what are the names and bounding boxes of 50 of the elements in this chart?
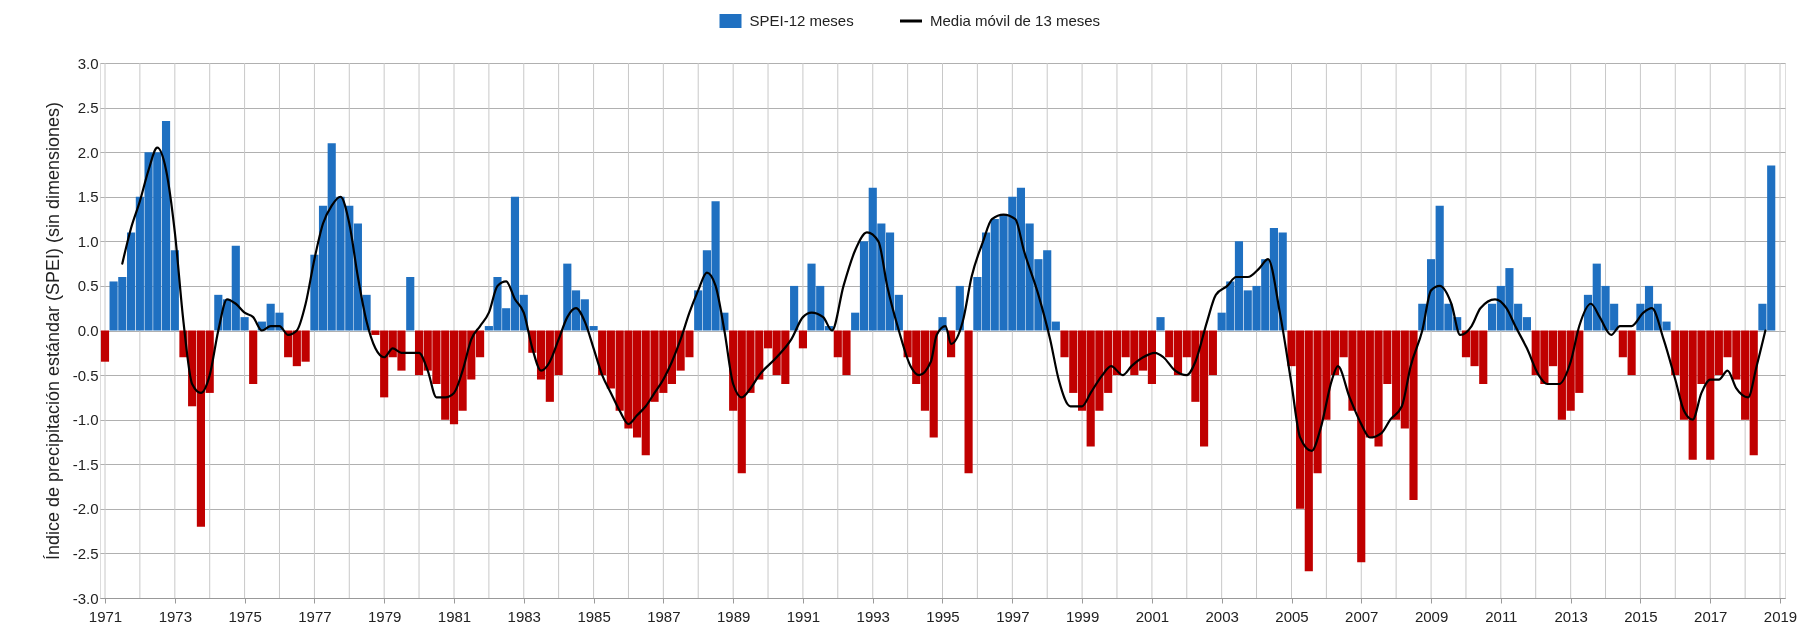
y-tick-label: 2.0: [77, 143, 99, 161]
y-tick-label: -3.0: [72, 589, 99, 607]
x-tick-label: 1983: [507, 607, 541, 625]
y-tick-label: -2.0: [72, 500, 99, 518]
y-tick-label: -0.5: [72, 366, 99, 384]
x-tick-label: 1981: [437, 607, 472, 625]
x-tick-label: 1991: [786, 607, 821, 625]
y-tick-label: 2.5: [77, 99, 99, 117]
bar: [798, 330, 807, 349]
y-axis-title: Índice de precipitación estándar (SPEI) (sin dimensiones): [42, 101, 63, 561]
x-tick-label: 2009: [1414, 607, 1449, 625]
bar: [100, 330, 110, 362]
x-tick-label: 2001: [1135, 607, 1170, 625]
bar: [964, 330, 973, 474]
x-tick-label: 1977: [298, 607, 332, 625]
x-tick-label: 1973: [158, 607, 193, 625]
x-tick-label: 2003: [1205, 607, 1239, 625]
y-tick-label: -2.5: [72, 544, 99, 562]
x-tick-label: 1993: [856, 607, 890, 625]
y-tick-label: 3.0: [77, 54, 99, 72]
x-tick-label: 1989: [716, 607, 751, 625]
bar: [1156, 317, 1165, 331]
legend-label: Media móvil de 13 meses: [930, 12, 1101, 29]
y-tick-label: 1.0: [77, 232, 99, 250]
x-tick-label: 1971: [88, 607, 123, 625]
y-tick-label: -1.5: [72, 455, 99, 473]
x-tick-label: 1987: [647, 607, 681, 625]
line-series: [121, 146, 1767, 452]
bar: [406, 277, 415, 331]
y-tick-label: 0.5: [77, 277, 99, 295]
y-tick-label: -1.0: [72, 411, 99, 429]
bar: [249, 330, 258, 384]
x-tick-label: 2017: [1694, 607, 1728, 625]
y-tick-label: 1.5: [77, 188, 99, 206]
x-tick-label: 1997: [996, 607, 1030, 625]
x-tick-label: 2011: [1485, 607, 1518, 625]
x-tick-label: 2019: [1763, 607, 1798, 625]
x-tick-label: 1995: [926, 607, 960, 625]
bar: [790, 285, 799, 331]
x-tick-label: 1985: [577, 607, 611, 625]
y-tick-label: 0.0: [77, 322, 99, 339]
x-tick-label: 1979: [367, 607, 402, 625]
x-tick-label: 2015: [1624, 607, 1658, 625]
legend-label: SPEI-12 meses: [749, 12, 854, 29]
x-tick-label: 2007: [1345, 607, 1379, 625]
bar: [955, 285, 964, 331]
x-tick-label: 1999: [1065, 607, 1100, 625]
x-tick-label: 2005: [1275, 607, 1309, 625]
x-tick-label: 2013: [1554, 607, 1588, 625]
x-tick-label: 1975: [228, 607, 262, 625]
